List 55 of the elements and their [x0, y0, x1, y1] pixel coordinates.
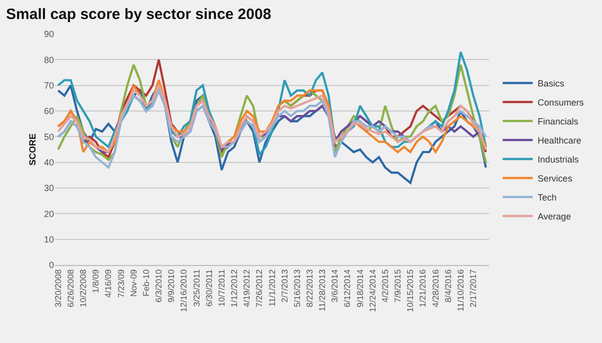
x-tick-label: 5/16/2013 [292, 269, 302, 308]
x-tick-label: 2/17/2017 [468, 269, 478, 308]
line-series [57, 89, 487, 169]
x-tick-label: 4/2/2015 [380, 269, 390, 302]
y-tick-label: 10 [44, 234, 54, 244]
x-tick-label: 6/26/2008 [65, 269, 76, 308]
x-tick-label: 1/8/09 [90, 269, 101, 294]
legend-label: Consumers [538, 98, 584, 108]
legend-label: Basics [538, 78, 565, 89]
y-tick-label: 40 [44, 157, 54, 168]
x-tick-label: 3/25/2011 [191, 269, 202, 307]
legend-label: Services [538, 174, 573, 184]
chart-title: Small cap score by sector since 2008 [6, 6, 272, 24]
y-tick-label: 90 [44, 29, 54, 40]
x-tick-label: 8/4/2016 [442, 269, 453, 302]
x-tick-label: 8/22/2013 [304, 269, 315, 308]
x-tick-label: 10/7/2011 [216, 269, 226, 307]
x-tick-label: 3/6/2014 [330, 269, 340, 302]
y-tick-label: 30 [44, 183, 54, 194]
x-tick-label: Feb-10 [140, 269, 151, 296]
x-tick-label: 4/16/09 [103, 269, 114, 298]
x-tick-label: 9/9/2010 [166, 269, 176, 302]
x-tick-label: 1/12/2012 [229, 269, 240, 308]
legend-label: Healthcare [538, 136, 582, 146]
y-tick-label: 0 [48, 260, 54, 270]
x-tick-label: 10/2/2008 [78, 269, 88, 308]
x-tick-label: 11/28/2013 [317, 269, 328, 312]
x-tick-label: 3/20/2008 [52, 269, 63, 308]
x-tick-label: 11/1/2012 [266, 269, 277, 307]
y-tick-label: 50 [44, 132, 54, 142]
x-tick-label: 6/30/2011 [204, 269, 214, 307]
x-tick-label: 12/24/2014 [367, 269, 378, 312]
x-tick-label: 11/10/2016 [455, 269, 466, 312]
x-tick-label: 4/28/2016 [430, 269, 440, 308]
y-axis-title: SCORE [27, 133, 38, 166]
legend-label: Average [538, 212, 572, 222]
legend-label: Financials [538, 116, 579, 127]
y-tick-label: 70 [44, 80, 54, 90]
x-tick-label: 6/12/2014 [342, 269, 352, 308]
x-tick-label: Nov-09 [128, 269, 138, 297]
y-tick-label: 60 [44, 106, 54, 116]
legend-label: Tech [538, 192, 557, 203]
y-tick-label: 20 [44, 208, 54, 219]
x-tick-label: 4/19/2012 [242, 269, 252, 308]
x-tick-label: 7/9/2015 [392, 269, 403, 302]
x-tick-label: 7/23/09 [116, 269, 126, 298]
x-tick-label: 10/15/2015 [405, 269, 416, 312]
x-tick-label: 7/26/2012 [254, 269, 264, 308]
x-tick-label: 12/16/2010 [178, 269, 189, 312]
x-tick-label: 1/21/2016 [418, 269, 428, 308]
x-tick-label: 6/3/2010 [154, 269, 164, 302]
x-tick-label: 9/18/2014 [354, 269, 365, 308]
legend-label: Industrials [538, 154, 580, 165]
x-tick-label: 2/7/2013 [279, 269, 290, 302]
y-tick-label: 80 [44, 54, 54, 65]
